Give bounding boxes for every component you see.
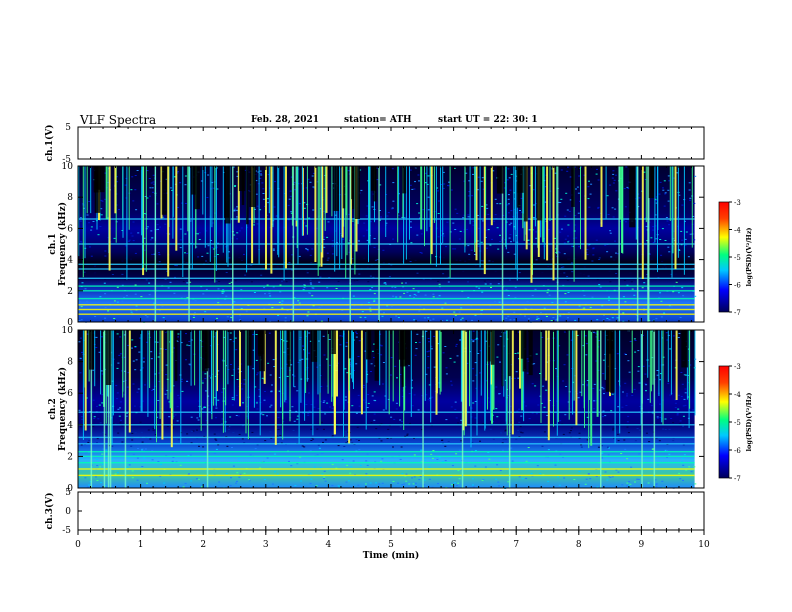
ch1s-ytick-label-3: 6 xyxy=(67,224,73,234)
ch1s-band-4 xyxy=(78,290,695,291)
ch1s-ylabel-0: ch.1 xyxy=(48,233,58,254)
ch2s-band-2 xyxy=(78,462,695,463)
ch2s-ylabel-1: Frequency (kHz) xyxy=(57,367,68,451)
x-tick-label-7: 7 xyxy=(513,540,519,550)
ch2s-band-3 xyxy=(78,456,695,457)
x-tick-label-2: 2 xyxy=(200,540,206,550)
ch2s-colorbar xyxy=(719,366,729,478)
x-tick-label-8: 8 xyxy=(576,540,582,550)
x-tick-label-1: 1 xyxy=(138,540,144,550)
ch2s-cbar-tick-label-0: -3 xyxy=(734,363,741,371)
ch1w-ylabel: ch.1(V) xyxy=(44,125,55,162)
ch3w-frame xyxy=(78,492,704,530)
x-tick-label-4: 4 xyxy=(326,540,332,550)
ch1s-cbar-tick-label-4: -7 xyxy=(734,309,741,317)
ch2s-band-8 xyxy=(78,412,695,413)
ch2s-band-4 xyxy=(78,451,695,452)
ch1w-frame xyxy=(78,127,704,159)
x-tick-label-5: 5 xyxy=(388,540,394,550)
ch1s-band-5 xyxy=(78,285,695,286)
ch1s-cbar-label: log(PSD)(V²/Hz) xyxy=(745,228,753,287)
ch1w-ytick-label-1: -5 xyxy=(62,155,71,165)
ch1s-band-7 xyxy=(78,268,695,269)
ch1s-band-6 xyxy=(78,278,695,279)
x-axis-label: Time (min) xyxy=(363,550,420,561)
ch2s-band-1 xyxy=(78,468,695,469)
ch2s-cbar-tick-label-3: -6 xyxy=(734,447,741,455)
ch2s-band-7 xyxy=(78,424,695,425)
ch1s-band-0 xyxy=(78,314,695,315)
ch2s-band-5 xyxy=(78,443,695,444)
ch1s-band-9 xyxy=(78,243,695,244)
ch1s-band-8 xyxy=(78,264,695,265)
ch2s-band-0 xyxy=(78,475,695,476)
ch1s-band-2 xyxy=(78,304,695,305)
ch2s-ytick-label-5: 10 xyxy=(62,326,74,336)
x-tick-label-3: 3 xyxy=(263,540,269,550)
x-tick-label-10: 10 xyxy=(698,540,710,550)
ch2s-ytick-label-3: 6 xyxy=(67,389,73,399)
ch3w-ytick-label-0: 5 xyxy=(65,488,71,498)
ch1s-cbar-tick-label-3: -6 xyxy=(734,282,741,290)
ch2s-band-6 xyxy=(78,437,695,438)
ch1s-band-3 xyxy=(78,298,695,299)
ch3w-ytick-label-2: -5 xyxy=(62,526,71,536)
ch2s-cbar-label: log(PSD)(V²/Hz) xyxy=(745,393,753,452)
ch3w-ytick-label-1: 0 xyxy=(65,507,71,517)
ch1s-cbar-tick-label-2: -5 xyxy=(734,254,741,262)
ch1s-cbar-tick-label-1: -4 xyxy=(734,227,741,235)
ch2s-ytick-label-1: 2 xyxy=(67,452,73,462)
ch2s-ytick-label-4: 8 xyxy=(67,358,73,368)
ch1s-cbar-tick-label-0: -3 xyxy=(734,199,741,207)
ch1s-band-1 xyxy=(78,309,695,310)
ch1s-ytick-label-2: 4 xyxy=(67,256,73,266)
ch1s-ylabel-1: Frequency (kHz) xyxy=(57,202,68,286)
ch3w-ylabel: ch.3(V) xyxy=(44,493,55,530)
x-tick-label-6: 6 xyxy=(451,540,457,550)
ch2s-ytick-label-2: 4 xyxy=(67,421,73,431)
ch2s-cbar-tick-label-1: -4 xyxy=(734,391,741,399)
ch1s-ytick-label-1: 2 xyxy=(67,287,73,297)
ch1s-ytick-label-4: 8 xyxy=(67,193,73,203)
ch1s-colorbar xyxy=(719,202,729,312)
ch2s-cbar-tick-label-4: -7 xyxy=(734,475,741,483)
x-tick-label-9: 9 xyxy=(639,540,645,550)
ch1w-ytick-label-0: 5 xyxy=(65,123,71,133)
ch2s-ylabel-0: ch.2 xyxy=(48,398,58,419)
ch2s-cbar-tick-label-2: -5 xyxy=(734,419,741,427)
x-tick-label-0: 0 xyxy=(75,540,81,550)
